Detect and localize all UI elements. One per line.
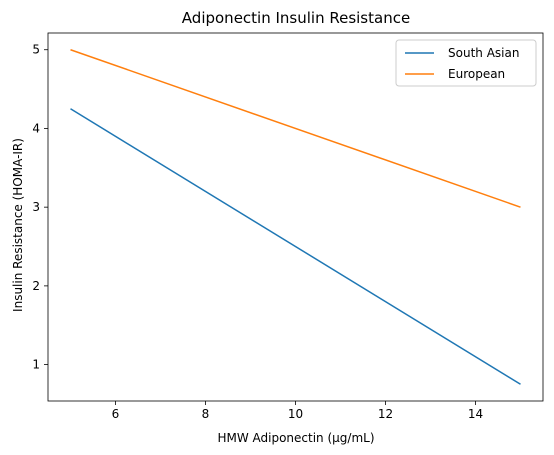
x-tick-label: 12 (378, 407, 393, 421)
legend-label-south-asian: South Asian (448, 46, 519, 60)
y-tick-label: 2 (32, 279, 40, 293)
chart-title: Adiponectin Insulin Resistance (182, 9, 410, 27)
y-axis-label: Insulin Resistance (HOMA-IR) (11, 138, 25, 312)
y-tick-label: 4 (32, 121, 40, 135)
y-tick-label: 3 (32, 200, 40, 214)
x-axis-label: HMW Adiponectin (μg/mL) (217, 431, 374, 445)
x-tick-label: 6 (112, 407, 120, 421)
y-tick-label: 5 (32, 43, 40, 57)
y-tick-label: 1 (32, 358, 40, 372)
series-line-south-asian (70, 108, 521, 385)
legend-label-european: European (448, 67, 505, 81)
x-tick-label: 8 (202, 407, 210, 421)
x-tick-label: 10 (288, 407, 303, 421)
x-tick-label: 14 (468, 407, 483, 421)
series-line-european (70, 49, 521, 208)
